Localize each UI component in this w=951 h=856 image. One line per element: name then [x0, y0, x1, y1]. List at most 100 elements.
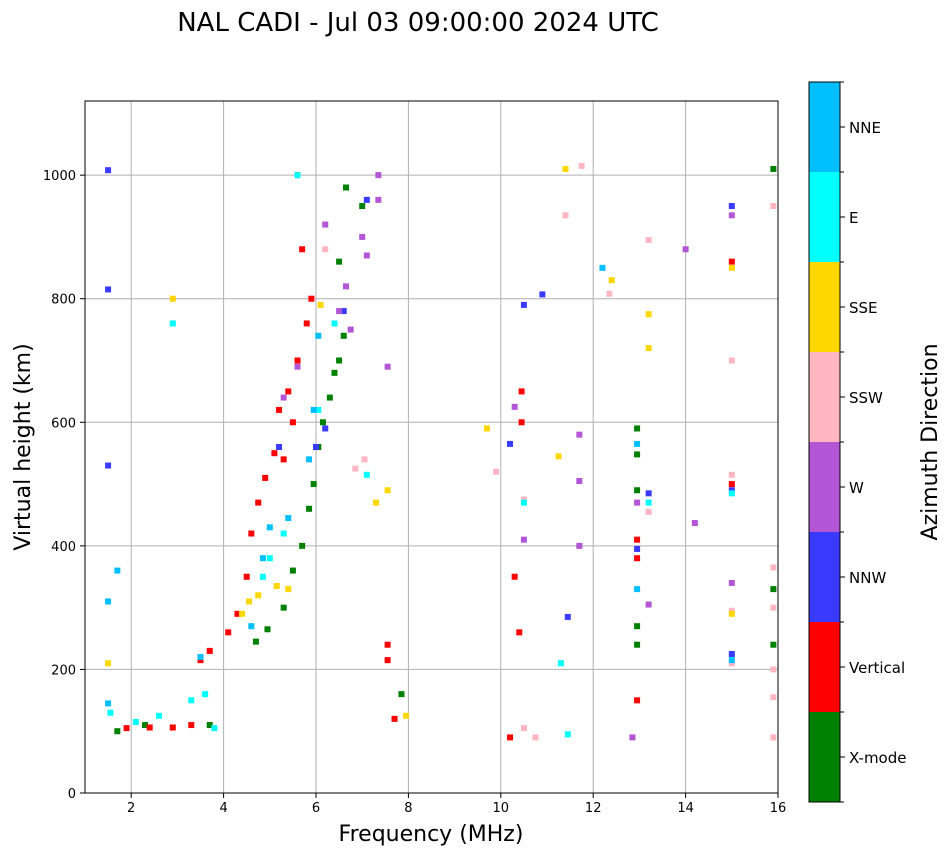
data-point-nnw	[363, 196, 370, 203]
colorbar-segment	[809, 262, 840, 352]
data-point-e	[363, 471, 370, 478]
data-point-nne	[634, 586, 641, 593]
data-point-ssw	[578, 162, 585, 169]
data-point-ssw	[493, 468, 500, 475]
plot-frame	[84, 100, 779, 794]
data-point-sse	[645, 311, 652, 318]
data-point-nne	[114, 567, 121, 574]
data-point-e	[107, 709, 114, 716]
data-point-vertical	[262, 474, 269, 481]
data-point-sse	[483, 425, 490, 432]
data-point-vertical	[728, 481, 735, 488]
data-point-ssw	[728, 471, 735, 478]
data-point-sse	[105, 660, 112, 667]
data-point-e	[259, 573, 266, 580]
data-point-e	[280, 530, 287, 537]
data-point-ssw	[645, 237, 652, 244]
data-point-vertical	[384, 657, 391, 664]
data-point-vertical	[289, 419, 296, 426]
x-tick-label: 14	[677, 801, 694, 816]
data-point-x-mode	[336, 357, 343, 364]
colorbar-tick-label: W	[849, 479, 864, 497]
data-point-vertical	[248, 530, 255, 537]
data-point-vertical	[518, 388, 525, 395]
data-point-vertical	[299, 246, 306, 253]
data-point-ssw	[520, 725, 527, 732]
y-axis-label: Virtual height (km)	[11, 343, 36, 550]
data-point-nne	[248, 623, 255, 630]
data-point-x-mode	[206, 722, 213, 729]
data-point-w	[728, 579, 735, 586]
data-point-w	[322, 221, 329, 228]
data-point-w	[682, 246, 689, 253]
data-point-vertical	[206, 647, 213, 654]
x-tick-label: 6	[312, 801, 320, 816]
data-point-nnw	[276, 444, 283, 450]
data-point-vertical	[507, 734, 514, 741]
data-point-nnw	[564, 613, 571, 620]
colorbar-frame	[808, 81, 841, 803]
data-point-w	[728, 212, 735, 219]
colorbar-tick-label: SSW	[849, 389, 883, 407]
data-point-x-mode	[398, 691, 405, 698]
colorbar: X-mode Vertical NNW W SSW SSE E NNE	[809, 81, 906, 803]
data-point-e	[315, 406, 322, 413]
data-point-w	[343, 283, 350, 290]
colorbar-segment	[809, 82, 840, 172]
data-point-x-mode	[280, 604, 287, 611]
data-point-e	[266, 555, 273, 562]
data-point-e	[132, 718, 139, 725]
data-point-x-mode	[340, 332, 347, 339]
data-point-sse	[384, 487, 391, 494]
x-tick-label: 16	[770, 801, 787, 816]
data-point-w	[634, 499, 641, 506]
data-point-nnw	[313, 444, 319, 450]
data-point-e	[202, 691, 209, 698]
data-point-vertical	[197, 657, 204, 664]
data-point-x-mode	[264, 626, 271, 633]
data-point-nnw	[507, 440, 514, 447]
data-point-sse	[555, 453, 562, 460]
y-tick-label: 800	[51, 293, 76, 308]
data-point-ssw	[532, 734, 539, 741]
colorbar-segment	[809, 352, 840, 442]
colorbar-segment	[809, 442, 840, 532]
colorbar-tick-label: Vertical	[849, 659, 905, 677]
data-point-e	[728, 490, 735, 497]
data-point-x-mode	[299, 542, 306, 549]
x-tick-label: 4	[219, 801, 227, 816]
data-point-vertical	[634, 555, 641, 562]
data-point-nne	[599, 264, 606, 271]
data-point-vertical	[511, 573, 518, 580]
data-point-nne	[105, 598, 112, 605]
data-point-ssw	[728, 660, 735, 667]
data-point-vertical	[518, 419, 525, 426]
data-point-nnw	[728, 203, 735, 210]
y-tick-label: 1000	[43, 169, 76, 184]
data-point-sse	[169, 295, 176, 302]
data-point-w	[520, 536, 527, 543]
colorbar-tick-label: NNE	[849, 119, 881, 137]
data-point-w	[645, 601, 652, 608]
data-points	[105, 162, 777, 741]
data-point-nne	[197, 654, 204, 661]
data-point-nne	[634, 440, 641, 447]
data-point-x-mode	[114, 728, 121, 735]
data-point-ssw	[770, 203, 777, 210]
data-point-vertical	[634, 536, 641, 543]
data-point-w	[375, 172, 382, 179]
data-point-vertical	[243, 573, 250, 580]
data-point-ssw	[770, 734, 777, 741]
data-point-nne	[310, 406, 317, 413]
data-point-sse	[728, 264, 735, 271]
data-point-x-mode	[289, 567, 296, 574]
data-point-nnw	[340, 308, 347, 315]
colorbar-segment	[809, 172, 840, 262]
data-point-e	[169, 320, 176, 327]
x-axis-label: Frequency (MHz)	[339, 822, 524, 847]
data-point-vertical	[384, 641, 391, 648]
data-point-vertical	[280, 456, 287, 463]
data-point-w	[576, 477, 583, 484]
data-point-sse	[562, 165, 569, 172]
data-point-ssw	[520, 496, 527, 503]
